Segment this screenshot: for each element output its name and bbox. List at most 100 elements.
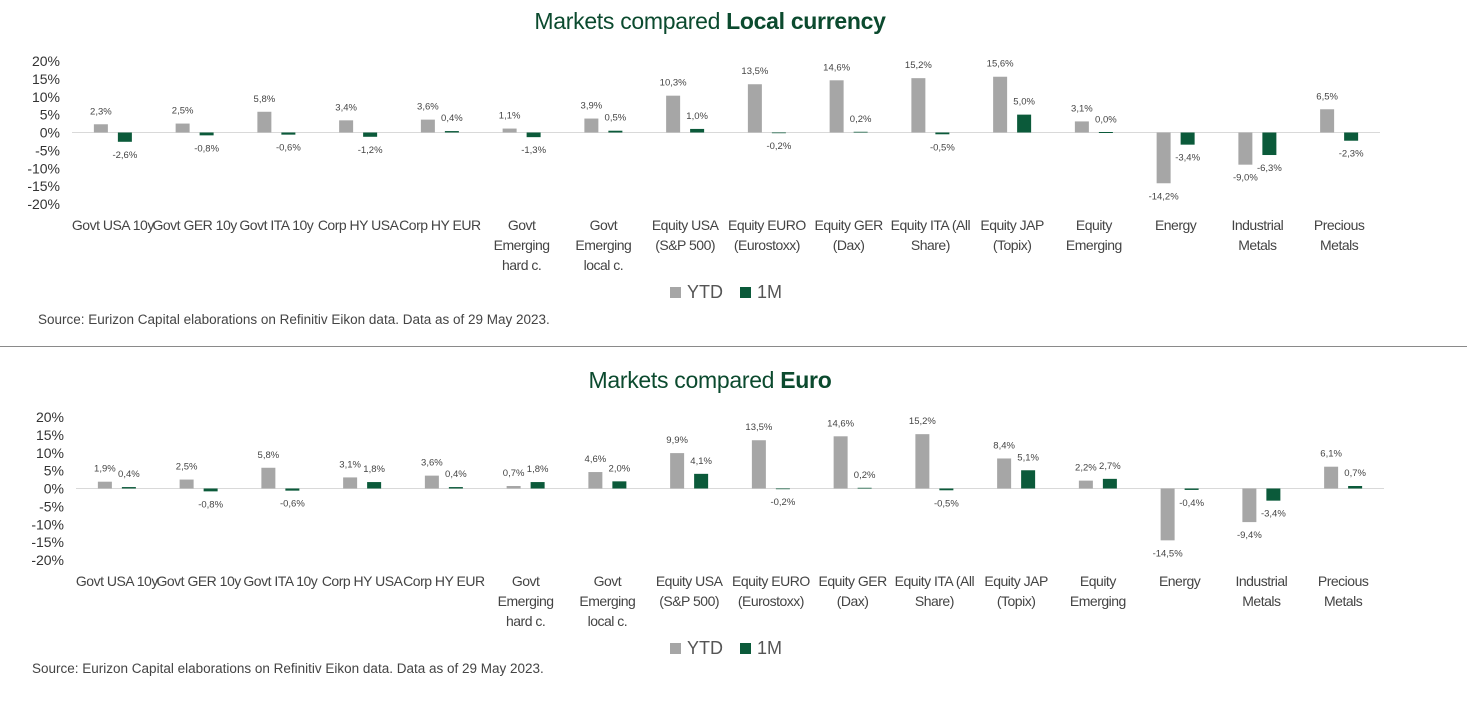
x-tick-label-line: Metals [1238,237,1277,253]
bar-1m-industrial-metals [1266,488,1281,501]
data-label-1m: -2,3% [1339,149,1364,160]
y-tick-label: -10% [27,160,60,176]
data-label-ytd: 10,3% [660,78,687,89]
x-tick-label-line: local c. [584,257,624,273]
data-label-1m: 4,1% [690,456,712,467]
bar-ytd-govt-emerging-hard-c [506,485,521,489]
x-tick-label-line: Govt [512,573,540,589]
x-tick-label-line: Govt USA 10y [76,573,158,589]
bar-ytd-govt-ita-10y [257,111,272,133]
bar-1m-equity-jap-topix [1017,114,1032,133]
x-tick-label-line: Govt [508,217,536,233]
x-tick-label-line: Corp HY USA [322,573,404,589]
x-tick-label-line: Equity USA [652,217,720,233]
x-tick-label-line: Govt [590,217,618,233]
data-label-ytd: 14,6% [827,418,854,429]
y-tick-label: 20% [32,53,60,69]
data-label-ytd: 9,9% [666,435,688,446]
legend-swatch-ytd [670,643,681,654]
y-tick-label: -15% [27,178,60,194]
data-label-1m: 0,4% [445,469,467,480]
x-tick-label: Equity GER (Dax) [815,217,884,253]
data-label-1m: -6,3% [1257,163,1282,174]
data-label-ytd: 5,8% [254,94,276,105]
data-label-ytd: 15,2% [905,60,932,71]
x-tick-label-line: Precious [1314,217,1365,233]
x-tick-label-line: hard c. [502,257,541,273]
x-tick-label: Precious Metals [1314,217,1365,253]
x-tick-label-line: Metals [1324,593,1363,609]
bar-1m-govt-ger-10y [199,132,214,136]
x-tick-label-line: (Eurostoxx) [738,593,804,609]
x-tick-label: Corp HY EUR [399,217,481,233]
x-tick-label-line: Equity EURO [732,573,810,589]
data-label-1m: 0,0% [1095,115,1117,126]
data-label-ytd: -9,0% [1233,173,1258,184]
y-tick-label: -20% [31,552,64,568]
bar-1m-corp-hy-usa [363,132,378,137]
bar-1m-govt-emerging-local-c [608,130,623,133]
x-tick-label: Equity ITA (All Share) [895,573,975,609]
legend-label-1m: 1M [757,282,782,302]
x-tick-label-line: Share) [911,237,950,253]
x-tick-label-line: (Eurostoxx) [734,237,800,253]
x-tick-label: Equity EURO (Eurostoxx) [728,217,806,253]
x-tick-label: Precious Metals [1318,573,1369,609]
data-label-1m: 5,1% [1017,452,1039,463]
bar-1m-govt-usa-10y [117,132,132,142]
y-tick-label: 5% [40,107,60,123]
bar-ytd-corp-hy-usa [343,477,358,489]
bar-ytd-govt-ger-10y [175,123,190,133]
x-tick-label-line: Emerging [575,237,631,253]
data-label-1m: 0,2% [850,114,872,125]
bar-1m-equity-ger-dax [853,131,868,133]
bar-1m-equity-emerging [1102,478,1117,489]
bar-1m-equity-usa-s-p-500 [694,473,709,489]
bar-ytd-equity-emerging [1078,480,1093,489]
data-label-ytd: 4,6% [585,454,607,465]
x-tick-label-line: Emerging [1066,237,1122,253]
x-tick-label: Equity JAP (Topix) [980,217,1044,253]
x-tick-label: Equity Emerging [1070,573,1126,609]
data-label-ytd: 0,7% [503,468,525,479]
bar-ytd-equity-emerging [1074,121,1089,133]
bar-ytd-govt-usa-10y [97,481,112,489]
bar-ytd-energy [1156,132,1171,184]
data-label-ytd: 2,5% [176,462,198,473]
x-tick-label-line: Emerging [498,593,554,609]
x-tick-label: Industrial Metals [1235,573,1287,609]
data-label-ytd: 6,1% [1320,449,1342,460]
data-label-ytd: -14,2% [1149,191,1180,202]
bar-ytd-govt-ita-10y [261,467,276,489]
data-label-1m: 0,4% [441,113,463,124]
data-label-1m: 1,0% [686,111,708,122]
bar-ytd-govt-emerging-hard-c [502,128,517,133]
x-tick-label-line: Emerging [1070,593,1126,609]
x-tick-label-line: Equity USA [656,573,724,589]
y-tick-label: 5% [44,463,64,479]
x-tick-label-line: Corp HY EUR [403,573,485,589]
y-tick-label: 15% [32,71,60,87]
data-label-1m: -0,6% [280,499,305,510]
y-tick-label: 20% [36,409,64,425]
x-tick-label-line: Corp HY USA [318,217,400,233]
bar-ytd-precious-metals [1324,466,1339,489]
x-tick-label-line: (S&P 500) [655,237,715,253]
chart-title: Markets compared Euro [0,367,1420,394]
data-label-ytd: 2,2% [1075,463,1097,474]
bar-ytd-equity-ita-all-share [915,434,930,489]
bar-ytd-equity-euro-eurostoxx [747,84,762,133]
y-tick-label: -10% [31,516,64,532]
legend-label-ytd: YTD [687,638,723,658]
x-tick-label-line: Govt [594,573,622,589]
data-label-ytd: -9,4% [1237,530,1262,541]
data-label-ytd: 3,1% [1071,103,1093,114]
data-label-1m: -0,2% [766,141,791,152]
x-tick-label-line: Govt GER 10y [156,573,241,589]
chart-title: Markets compared Local currency [0,8,1420,35]
data-label-1m: 0,5% [605,113,627,124]
x-tick-label-line: (S&P 500) [659,593,719,609]
x-tick-label: Equity ITA (All Share) [891,217,971,253]
y-tick-label: -20% [27,196,60,212]
bar-1m-industrial-metals [1262,132,1277,156]
